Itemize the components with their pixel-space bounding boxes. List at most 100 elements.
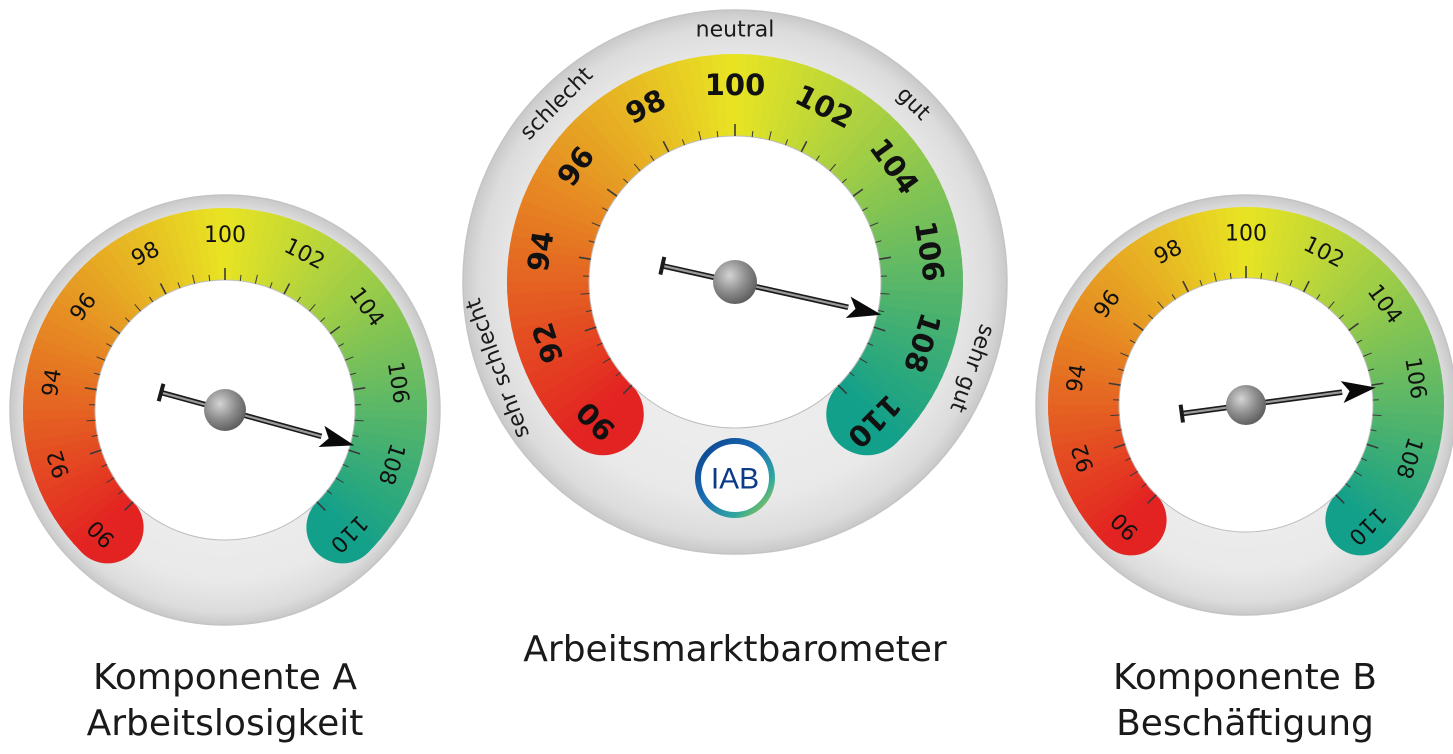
tick-mark xyxy=(124,317,130,323)
tick-mark xyxy=(633,163,641,172)
tick-mark xyxy=(1354,470,1363,477)
gauge-needle xyxy=(1178,381,1376,425)
needle-tail xyxy=(156,383,166,402)
tick-mark xyxy=(800,140,808,153)
tick-mark xyxy=(1199,280,1203,287)
tick-mark xyxy=(837,384,848,395)
tick-mark xyxy=(239,274,242,281)
caption-center: Arbeitsmarktbarometer xyxy=(475,627,995,673)
tick-mark xyxy=(1302,280,1310,293)
tick-mark xyxy=(348,449,361,455)
needle-tail xyxy=(658,256,667,275)
tick-mark xyxy=(1182,280,1190,293)
tick-mark xyxy=(584,326,597,332)
tick-mark xyxy=(1115,429,1122,432)
gauge-color-band xyxy=(23,208,427,564)
caption-right-line2: Beschäftigung xyxy=(1116,703,1374,744)
tick-mark xyxy=(1120,352,1129,357)
needle-hub xyxy=(1226,385,1266,425)
tick-mark xyxy=(578,256,591,260)
caption-center-line1: Arbeitsmarktbarometer xyxy=(523,629,947,670)
tick-mark xyxy=(326,490,333,495)
tick-mark xyxy=(1147,494,1157,504)
needle-arrowhead xyxy=(845,296,882,319)
gauge-needle xyxy=(156,383,355,447)
tick-mark xyxy=(91,434,98,438)
tick-mark xyxy=(117,490,124,495)
tick-mark xyxy=(615,371,621,377)
tick-mark xyxy=(342,463,349,468)
tick-mark xyxy=(192,274,196,284)
tick-mark xyxy=(1348,322,1359,331)
tick-mark xyxy=(873,326,886,332)
tick-mark xyxy=(602,357,611,364)
caption-left: Komponente A Arbeitslosigkeit xyxy=(40,655,410,747)
tick-label: 100 xyxy=(1225,221,1267,246)
needle-tail xyxy=(1178,404,1185,423)
iab-logo-text: IAB xyxy=(711,463,759,496)
tick-mark xyxy=(596,342,603,347)
tick-mark xyxy=(1370,429,1377,432)
tick-mark xyxy=(1335,494,1345,504)
tick-mark xyxy=(320,317,326,323)
tick-mark xyxy=(349,372,357,376)
tick-mark xyxy=(1157,301,1164,309)
tick-mark xyxy=(768,131,772,141)
tick-mark xyxy=(106,343,112,347)
needle-hub xyxy=(204,389,246,431)
tick-mark xyxy=(344,356,354,361)
caption-left-line1: Komponente A xyxy=(93,657,357,698)
tick-mark xyxy=(1356,339,1363,344)
tick-mark xyxy=(841,178,847,184)
tick-mark xyxy=(1113,443,1126,449)
tick-mark xyxy=(751,130,754,138)
zone-label: neutral xyxy=(696,18,775,43)
tick-mark xyxy=(335,477,344,484)
tick-mark xyxy=(681,139,685,146)
tick-mark xyxy=(1129,470,1138,477)
tick-mark xyxy=(650,155,655,161)
tick-mark xyxy=(1147,314,1154,320)
tick-mark xyxy=(1141,483,1147,488)
tick-mark xyxy=(1125,457,1131,462)
tick-mark xyxy=(353,386,366,391)
tick-mark xyxy=(1171,294,1176,300)
tick-mark xyxy=(662,140,670,153)
tick-mark xyxy=(1371,382,1384,386)
tick-mark xyxy=(316,501,326,511)
tick-mark xyxy=(329,325,341,335)
tick-mark xyxy=(1129,339,1136,344)
tick-mark xyxy=(309,303,316,312)
tick-mark xyxy=(352,434,359,438)
tick-label: 94 xyxy=(1063,362,1092,394)
tick-mark xyxy=(149,296,154,303)
tick-mark xyxy=(852,188,864,197)
tick-mark xyxy=(580,292,590,295)
tick-mark xyxy=(1117,368,1124,372)
tick-mark xyxy=(1338,314,1345,320)
tick-mark xyxy=(785,139,789,146)
tick-mark xyxy=(159,283,167,295)
tick-mark xyxy=(602,207,608,212)
tick-mark xyxy=(1366,443,1379,449)
tick-mark xyxy=(1328,301,1335,309)
tick-mark xyxy=(875,240,882,243)
tick-mark xyxy=(867,342,874,347)
tick-label: 100 xyxy=(204,223,246,248)
tick-mark xyxy=(1213,272,1217,282)
band-segment xyxy=(316,496,376,553)
tick-mark xyxy=(1260,272,1263,279)
tick-mark xyxy=(96,356,106,361)
tick-mark xyxy=(254,274,258,284)
tick-mark xyxy=(1363,352,1372,357)
tick-mark xyxy=(134,303,141,312)
tick-mark xyxy=(606,188,618,197)
tick-mark xyxy=(716,130,719,138)
gauge-needle xyxy=(658,256,882,319)
tick-mark xyxy=(879,256,892,260)
tick-mark xyxy=(829,163,837,172)
tick-mark xyxy=(296,296,301,303)
tick-mark xyxy=(869,222,879,227)
